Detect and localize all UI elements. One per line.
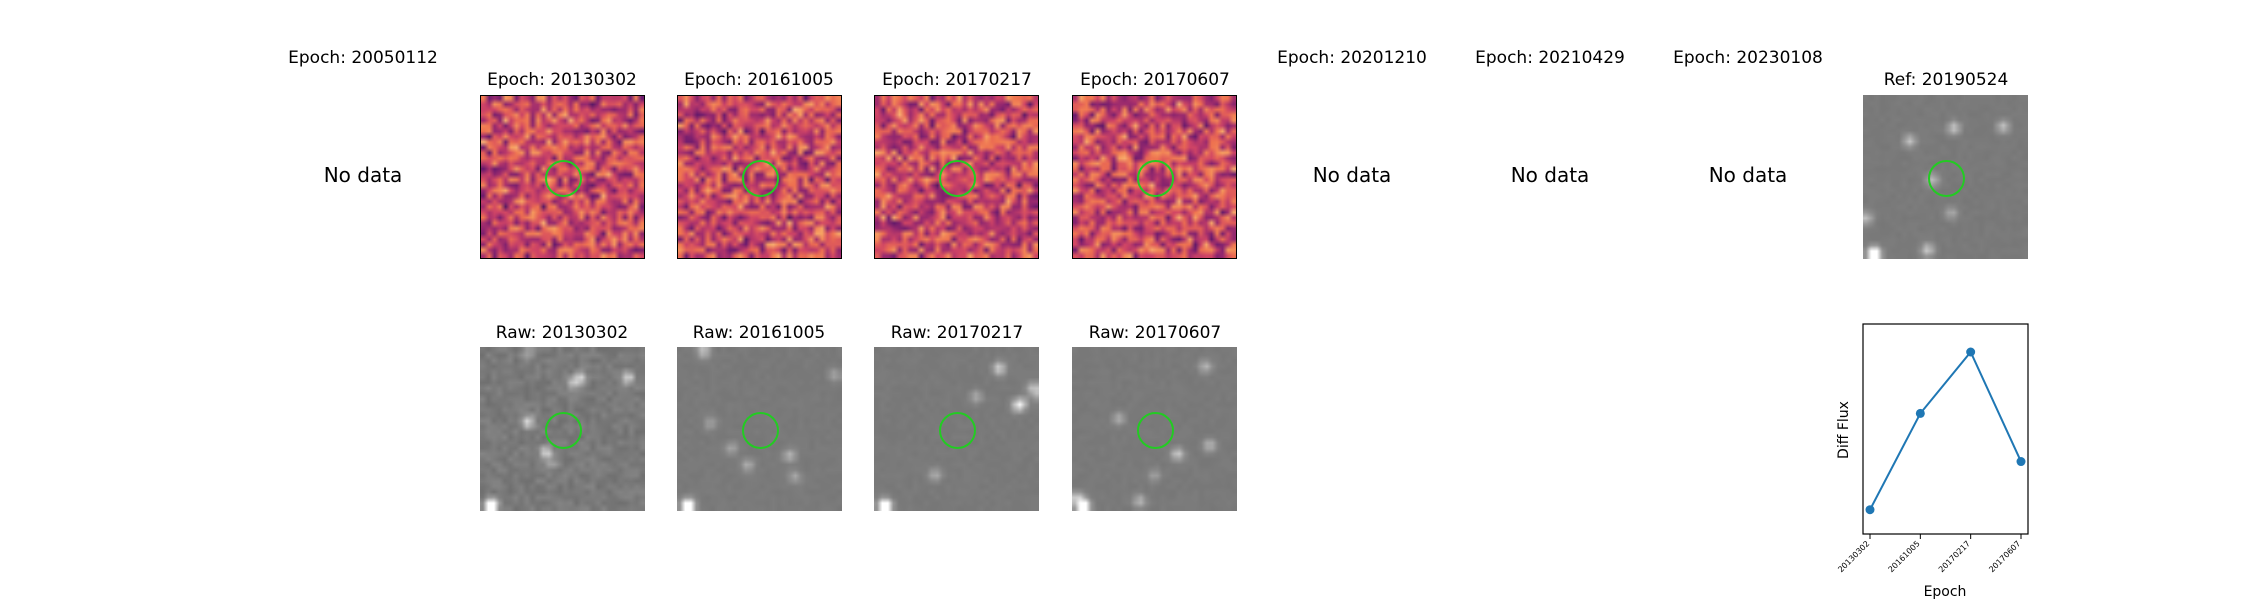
diff-image-20161005 <box>677 95 842 259</box>
panel-title-epoch-20230108: Epoch: 20230108 <box>1673 48 1823 68</box>
panel-title-raw-20161005: Raw: 20161005 <box>692 323 826 343</box>
no-data-label: No data <box>1312 163 1392 187</box>
data-point <box>1865 505 1875 515</box>
aperture-circle <box>742 159 779 197</box>
panel-title-raw-20170217: Raw: 20170217 <box>890 323 1024 343</box>
diff-image-20170217 <box>874 95 1039 259</box>
aperture-circle <box>1928 159 1965 197</box>
aperture-circle <box>939 411 976 449</box>
data-point <box>1915 408 1925 418</box>
aperture-circle <box>1137 411 1174 449</box>
no-data-label: No data <box>1708 163 1788 187</box>
aperture-circle <box>939 159 976 197</box>
x-tick-label: 20130302 <box>1836 539 1871 574</box>
reference-image-20190524 <box>1863 95 2028 259</box>
data-point <box>2016 457 2026 467</box>
panel-title-epoch-20130302: Epoch: 20130302 <box>487 70 637 90</box>
panel-title-epoch-20170217: Epoch: 20170217 <box>882 70 1032 90</box>
panel-title-epoch-20201210: Epoch: 20201210 <box>1277 48 1427 68</box>
x-tick-label: 20170607 <box>1987 539 2022 574</box>
raw-image-20170217 <box>874 347 1039 511</box>
panel-title-epoch-20170607: Epoch: 20170607 <box>1080 70 1230 90</box>
aperture-circle <box>545 411 582 449</box>
x-tick-label: 20170217 <box>1937 539 1972 574</box>
x-tick-label: 20161005 <box>1887 539 1922 574</box>
raw-image-20161005 <box>677 347 842 511</box>
panel-title-raw-20130302: Raw: 20130302 <box>495 323 629 343</box>
x-axis-label: Epoch <box>1924 584 1967 600</box>
diff-image-20170607 <box>1072 95 1237 259</box>
aperture-circle <box>742 411 779 449</box>
aperture-circle <box>545 159 582 197</box>
panel-title-ref-20190524: Ref: 20190524 <box>1883 70 2009 90</box>
series-line <box>1869 350 2022 511</box>
diff-image-20130302 <box>480 95 645 259</box>
panel-title-epoch-20210429: Epoch: 20210429 <box>1475 48 1625 68</box>
raw-image-20130302 <box>480 347 645 511</box>
panel-title-epoch-20161005: Epoch: 20161005 <box>684 70 834 90</box>
y-axis-label: Diff Flux <box>1836 401 1852 459</box>
no-data-label: No data <box>323 163 403 187</box>
plot-frame <box>1862 323 2029 535</box>
aperture-circle <box>1137 159 1174 197</box>
no-data-label: No data <box>1510 163 1590 187</box>
raw-image-20170607 <box>1072 347 1237 511</box>
data-point <box>1966 347 1976 357</box>
panel-title-raw-20170607: Raw: 20170607 <box>1088 323 1222 343</box>
panel-title-epoch-20050112: Epoch: 20050112 <box>288 48 438 68</box>
